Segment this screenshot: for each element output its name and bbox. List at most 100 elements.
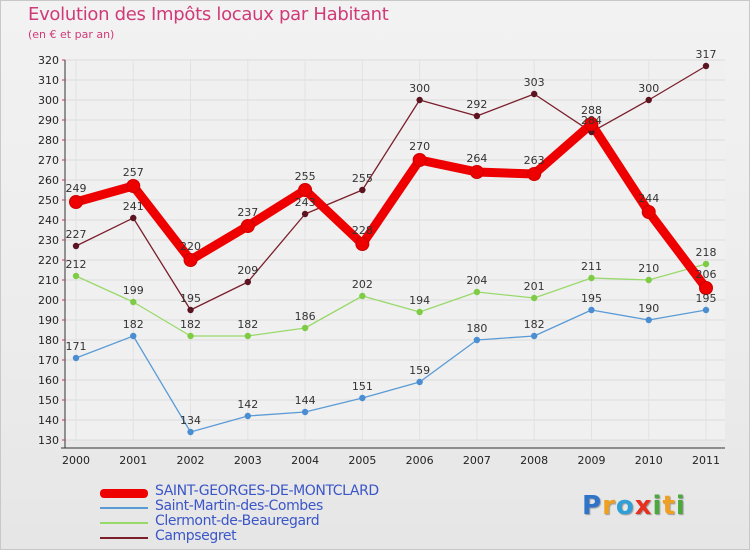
data-point bbox=[301, 408, 309, 416]
data-label: 195 bbox=[696, 292, 717, 305]
data-point bbox=[645, 96, 652, 104]
data-point bbox=[72, 242, 80, 250]
data-label: 199 bbox=[123, 284, 144, 297]
data-point bbox=[359, 186, 366, 194]
legend-swatch bbox=[100, 488, 148, 498]
data-point bbox=[527, 167, 542, 181]
data-label: 210 bbox=[638, 262, 659, 275]
proxiti-logo: Proxiti bbox=[582, 491, 686, 521]
data-label: 257 bbox=[123, 166, 144, 179]
chart-subtitle: (en € et par an) bbox=[28, 28, 115, 41]
x-tick-label: 2010 bbox=[635, 454, 663, 467]
data-label: 159 bbox=[409, 364, 430, 377]
data-point bbox=[187, 428, 194, 436]
y-tick-label: 230 bbox=[38, 234, 59, 247]
data-label: 186 bbox=[295, 310, 316, 323]
data-label: 171 bbox=[66, 340, 87, 353]
data-point bbox=[473, 336, 481, 344]
data-point bbox=[240, 219, 255, 233]
y-tick-label: 180 bbox=[38, 334, 59, 347]
data-label: 220 bbox=[180, 240, 201, 253]
data-label: 317 bbox=[696, 48, 717, 61]
x-tick-label: 2006 bbox=[406, 454, 434, 467]
data-label: 182 bbox=[123, 318, 144, 331]
logo-letter: i bbox=[652, 491, 663, 521]
data-label: 244 bbox=[638, 192, 659, 205]
series-line-1 bbox=[75, 309, 707, 433]
data-point bbox=[473, 288, 481, 296]
data-label: 206 bbox=[696, 268, 717, 281]
data-point bbox=[359, 292, 366, 300]
data-label: 255 bbox=[352, 172, 373, 185]
legend-swatch bbox=[100, 537, 148, 539]
data-point bbox=[130, 332, 137, 340]
y-tick-label: 300 bbox=[38, 94, 59, 107]
y-tick-label: 260 bbox=[38, 174, 59, 187]
data-label: 300 bbox=[409, 82, 430, 95]
data-point bbox=[301, 210, 309, 218]
data-point bbox=[183, 253, 198, 267]
data-point bbox=[72, 272, 80, 280]
data-point bbox=[126, 179, 141, 193]
data-label: 202 bbox=[352, 278, 373, 291]
data-point bbox=[702, 62, 710, 70]
data-label: 182 bbox=[524, 318, 545, 331]
logo-letter: x bbox=[634, 491, 653, 521]
x-tick-label: 2009 bbox=[577, 454, 605, 467]
data-point bbox=[130, 298, 137, 306]
data-point bbox=[298, 183, 313, 197]
x-tick-label: 2005 bbox=[348, 454, 376, 467]
y-tick-label: 240 bbox=[38, 214, 59, 227]
data-label: 201 bbox=[524, 280, 545, 293]
y-tick-label: 280 bbox=[38, 134, 59, 147]
data-point bbox=[301, 324, 309, 332]
data-point bbox=[355, 237, 370, 251]
data-point bbox=[702, 260, 710, 268]
legend-swatch bbox=[100, 522, 148, 524]
logo-letter: r bbox=[602, 491, 616, 521]
data-label: 243 bbox=[295, 196, 316, 209]
legend-label: Clermont-de-Beauregard bbox=[155, 513, 320, 529]
series-line-2 bbox=[75, 263, 707, 337]
y-tick-label: 310 bbox=[38, 74, 59, 87]
data-point bbox=[702, 306, 710, 314]
data-label: 195 bbox=[581, 292, 602, 305]
data-label: 292 bbox=[466, 98, 487, 111]
data-label: 190 bbox=[638, 302, 659, 315]
y-tick-label: 200 bbox=[38, 294, 59, 307]
data-point bbox=[187, 332, 194, 340]
data-label: 241 bbox=[123, 200, 144, 213]
data-point bbox=[416, 96, 423, 104]
data-label: 218 bbox=[696, 246, 717, 259]
series-line-0 bbox=[71, 119, 711, 293]
logo-letter: o bbox=[615, 491, 635, 521]
x-tick-label: 2000 bbox=[62, 454, 90, 467]
data-label: 249 bbox=[66, 182, 87, 195]
data-point bbox=[416, 378, 423, 386]
x-tick-label: 2008 bbox=[520, 454, 548, 467]
y-tick-label: 210 bbox=[38, 274, 59, 287]
data-label: 303 bbox=[524, 76, 545, 89]
data-point bbox=[187, 306, 194, 314]
y-tick-label: 190 bbox=[38, 314, 59, 327]
legend-label: SAINT-GEORGES-DE-MONTCLARD bbox=[155, 483, 379, 499]
data-label: 209 bbox=[237, 264, 258, 277]
x-tick-label: 2004 bbox=[291, 454, 319, 467]
data-label: 142 bbox=[237, 398, 258, 411]
y-tick-label: 140 bbox=[38, 414, 59, 427]
series-line-3 bbox=[75, 65, 707, 311]
data-label: 300 bbox=[638, 82, 659, 95]
data-point bbox=[699, 281, 713, 295]
plot-area bbox=[65, 60, 725, 440]
data-point bbox=[416, 308, 423, 316]
data-point bbox=[244, 332, 252, 340]
x-tick-label: 2001 bbox=[119, 454, 147, 467]
data-point bbox=[588, 274, 595, 282]
data-label: 284 bbox=[581, 114, 602, 127]
data-label: 263 bbox=[524, 154, 545, 167]
y-tick-label: 320 bbox=[38, 54, 59, 67]
data-point bbox=[530, 294, 538, 302]
data-label: 227 bbox=[66, 228, 87, 241]
data-label: 134 bbox=[180, 414, 201, 427]
data-point bbox=[469, 165, 484, 179]
